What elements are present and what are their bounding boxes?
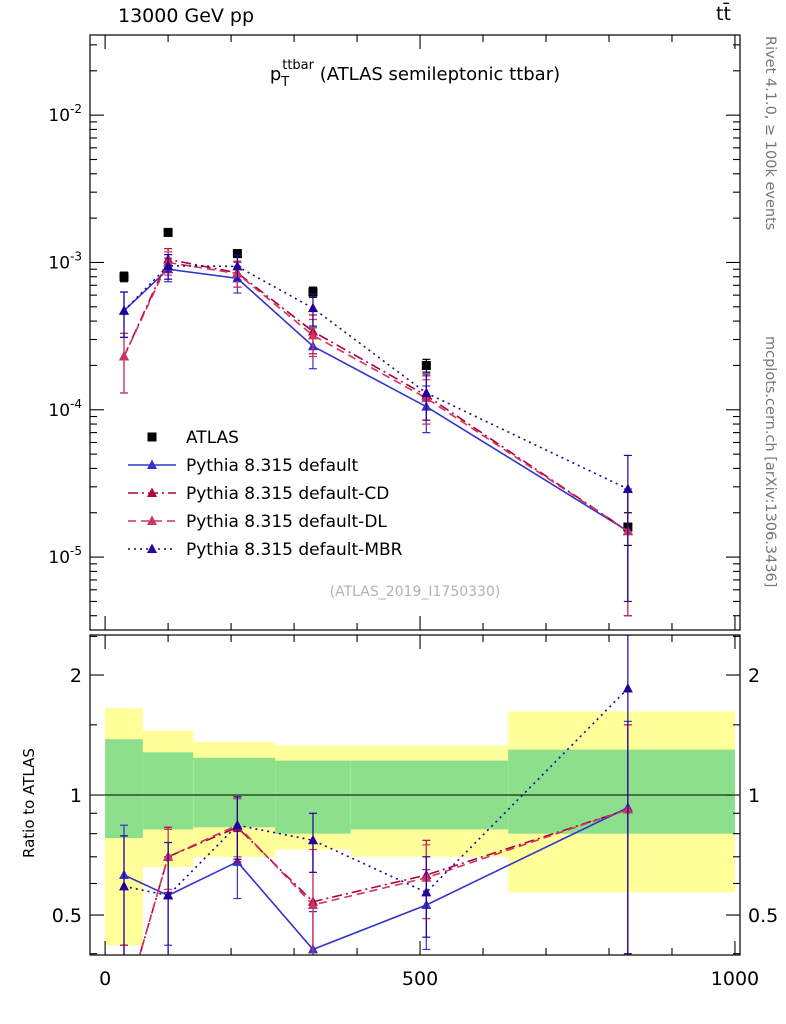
svg-text:10-3: 10-3 bbox=[48, 249, 82, 273]
svg-text:2: 2 bbox=[70, 665, 82, 687]
legend-label-cd: Pythia 8.315 default-CD bbox=[186, 484, 389, 504]
process-title: tt̄ bbox=[716, 3, 731, 25]
axis-tick-labels: 0 500 1000 10-5 10-4 10-3 10-2 0.5 0.5 1 1 2 2 bbox=[48, 102, 778, 990]
svg-text:0: 0 bbox=[99, 968, 111, 990]
analysis-id-watermark: (ATLAS_2019_I1750330) bbox=[329, 584, 501, 600]
ratio-panel-frame bbox=[89, 634, 741, 956]
svg-text:1: 1 bbox=[70, 785, 82, 807]
svg-text:1: 1 bbox=[748, 785, 760, 807]
legend-label-default: Pythia 8.315 default bbox=[186, 456, 359, 476]
plot-title: pTttbar (ATLAS semileptonic ttbar) bbox=[270, 58, 560, 90]
legend-label-mbr: Pythia 8.315 default-MBR bbox=[186, 540, 403, 560]
svg-text:500: 500 bbox=[402, 968, 438, 990]
svg-text:10-2: 10-2 bbox=[48, 102, 82, 126]
green-band bbox=[142, 752, 194, 830]
legend-label-dl: Pythia 8.315 default-DL bbox=[186, 512, 387, 532]
series-top-mbr bbox=[119, 254, 633, 603]
uncertainty-bands bbox=[90, 708, 740, 946]
svg-text:10-5: 10-5 bbox=[48, 544, 82, 568]
series-ratio-mbr bbox=[119, 635, 633, 955]
svg-text:1000: 1000 bbox=[711, 968, 759, 990]
svg-text:0.5: 0.5 bbox=[748, 905, 778, 927]
svg-text:10-4: 10-4 bbox=[48, 397, 82, 421]
svg-text:0.5: 0.5 bbox=[52, 905, 82, 927]
legend: ATLAS Pythia 8.315 default Pythia 8.315 de… bbox=[128, 428, 403, 560]
top-panel-frame bbox=[89, 34, 741, 631]
green-band bbox=[508, 749, 735, 834]
green-band bbox=[193, 757, 276, 828]
legend-label-atlas: ATLAS bbox=[186, 428, 239, 448]
axis-ticks bbox=[90, 35, 740, 955]
beam-energy-title: 13000 GeV pp bbox=[118, 5, 255, 27]
green-band bbox=[105, 739, 143, 839]
svg-text:2: 2 bbox=[748, 665, 760, 687]
